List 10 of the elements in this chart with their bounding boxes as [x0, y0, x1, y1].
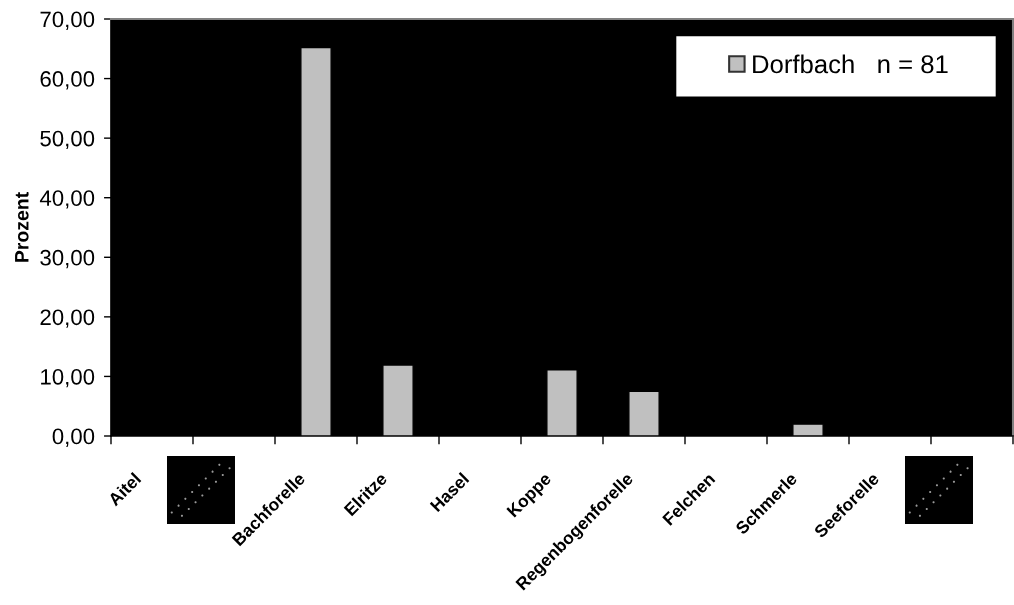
y-tick-label: 30,00 [40, 249, 95, 269]
y-tick-label: 0,00 [52, 428, 95, 447]
y-tick-label: 10,00 [41, 368, 95, 388]
y-tick-label: 70,00 [40, 11, 95, 30]
y-tick-label: 50,00 [40, 130, 95, 150]
y-tick-label: 20,00 [40, 309, 95, 328]
y-tick-label: 40,00 [39, 190, 95, 209]
legend-label: Dorfbach n = 81 [753, 54, 948, 74]
y-tick-label: 60,00 [40, 71, 95, 90]
y-axis-title: Prozent [15, 192, 29, 262]
